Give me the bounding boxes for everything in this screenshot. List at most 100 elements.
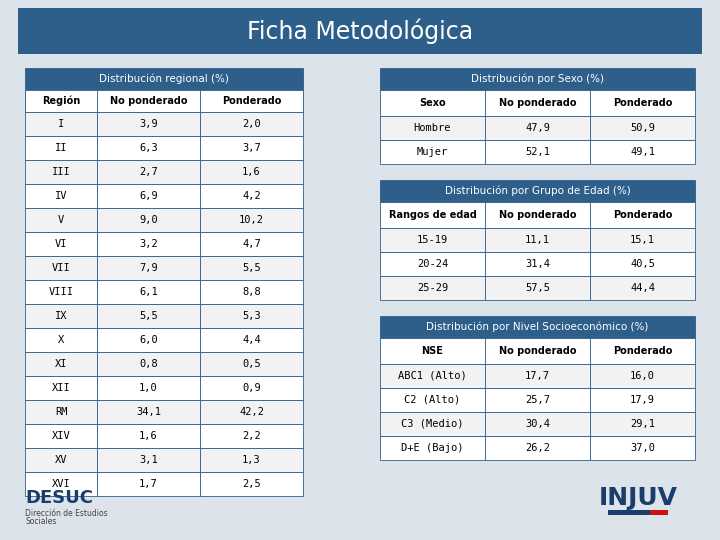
Text: 52,1: 52,1 [525,147,550,157]
Bar [25,304,97,328]
Text: 47,9: 47,9 [525,123,550,133]
Bar [25,112,97,136]
Bar [97,376,200,400]
Text: X: X [58,335,64,345]
Text: 1,0: 1,0 [139,383,158,393]
Text: Ficha Metodológica: Ficha Metodológica [247,18,473,44]
Text: 29,1: 29,1 [630,419,655,429]
Bar [25,448,97,472]
Text: 25-29: 25-29 [417,283,448,293]
Text: XI: XI [55,359,67,369]
Text: 6,9: 6,9 [139,191,158,201]
Bar [200,256,303,280]
Bar [25,352,97,376]
Text: 4,7: 4,7 [242,239,261,249]
Text: 6,1: 6,1 [139,287,158,297]
Text: 3,9: 3,9 [139,119,158,129]
Text: D+E (Bajo): D+E (Bajo) [401,443,464,453]
Bar [380,338,485,364]
Text: Distribución por Nivel Socioeconómico (%): Distribución por Nivel Socioeconómico (%… [426,322,649,332]
Bar [590,364,695,388]
Text: 5,3: 5,3 [242,311,261,321]
Bar [380,276,485,300]
Bar [200,376,303,400]
Text: 34,1: 34,1 [136,407,161,417]
Text: C3 (Medio): C3 (Medio) [401,419,464,429]
Bar [380,364,485,388]
Text: 7,9: 7,9 [139,263,158,273]
Bar [18,8,702,54]
Bar [200,208,303,232]
Bar [590,276,695,300]
Text: 10,2: 10,2 [239,215,264,225]
Bar [380,180,695,202]
Bar [25,184,97,208]
Bar [485,252,590,276]
Text: 5,5: 5,5 [139,311,158,321]
Text: 11,1: 11,1 [525,235,550,245]
Bar [608,510,650,515]
Text: Rangos de edad: Rangos de edad [389,210,477,220]
Text: 9,0: 9,0 [139,215,158,225]
Bar [97,232,200,256]
Bar [380,68,695,90]
Text: 4,2: 4,2 [242,191,261,201]
Text: 15-19: 15-19 [417,235,448,245]
Text: 8,8: 8,8 [242,287,261,297]
Text: No ponderado: No ponderado [499,98,576,108]
Text: 26,2: 26,2 [525,443,550,453]
Text: DESUC: DESUC [25,489,93,507]
Bar [97,280,200,304]
Bar [650,510,668,515]
Text: 16,0: 16,0 [630,371,655,381]
Bar [485,388,590,412]
Bar [590,252,695,276]
Bar [380,252,485,276]
Text: 6,0: 6,0 [139,335,158,345]
Text: 37,0: 37,0 [630,443,655,453]
Text: NSE: NSE [422,346,444,356]
Bar [25,328,97,352]
Bar [97,328,200,352]
Bar [25,256,97,280]
Bar [97,448,200,472]
Text: Ponderado: Ponderado [613,346,672,356]
Text: Ponderado: Ponderado [613,210,672,220]
Bar [25,90,97,112]
Text: I: I [58,119,64,129]
Bar [380,228,485,252]
Text: II: II [55,143,67,153]
Bar [97,90,200,112]
Text: 44,4: 44,4 [630,283,655,293]
Text: 3,1: 3,1 [139,455,158,465]
Bar [200,90,303,112]
Text: INJUV: INJUV [598,486,678,510]
Bar [380,412,485,436]
Text: 1,7: 1,7 [139,479,158,489]
Text: 5,5: 5,5 [242,263,261,273]
Bar [485,228,590,252]
Bar [97,136,200,160]
Bar [380,316,695,338]
Text: XII: XII [52,383,71,393]
Text: RM: RM [55,407,67,417]
Bar [200,136,303,160]
Text: Ponderado: Ponderado [613,98,672,108]
Bar [25,160,97,184]
Bar [25,232,97,256]
Text: XVI: XVI [52,479,71,489]
Bar [485,338,590,364]
Text: 2,7: 2,7 [139,167,158,177]
Bar [380,202,485,228]
Text: ABC1 (Alto): ABC1 (Alto) [398,371,467,381]
Text: 2,2: 2,2 [242,431,261,441]
Bar [485,90,590,116]
Text: Región: Región [42,96,80,106]
Bar [590,202,695,228]
Bar [485,276,590,300]
Bar [25,424,97,448]
Text: 17,7: 17,7 [525,371,550,381]
Bar [590,412,695,436]
Bar [25,400,97,424]
Text: 3,2: 3,2 [139,239,158,249]
